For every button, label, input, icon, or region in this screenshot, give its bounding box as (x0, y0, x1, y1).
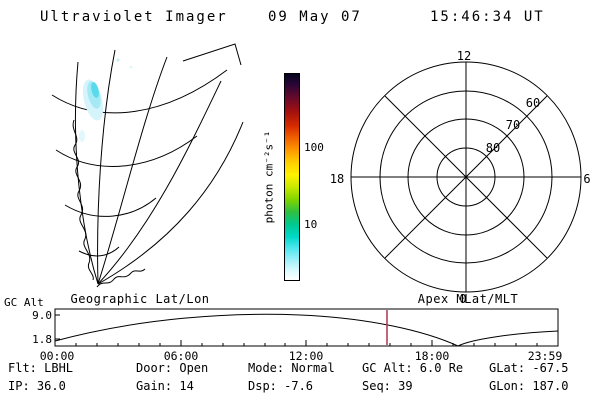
polar-ring-80: 80 (485, 141, 501, 155)
polar-label-0: 0 (459, 292, 467, 306)
colorbar (284, 73, 300, 281)
status-flt: Flt: LBHL (8, 361, 74, 375)
map-limb-line (182, 43, 242, 66)
colorbar-label: photon cm⁻²s⁻¹ (262, 130, 276, 224)
strip-xtick-0000: 00:00 (39, 349, 75, 363)
polar-grid (350, 61, 582, 293)
colorbar-tick-100: 100 (304, 141, 324, 154)
status-seq: Seq: 39 (362, 379, 413, 393)
status-gc-alt: GC Alt: 6.0 Re (362, 361, 464, 375)
strip-ytick-bottom: 1.8 (32, 333, 52, 346)
strip-xtick-1200: 12:00 (288, 349, 324, 363)
polar-label-6: 6 (583, 172, 591, 186)
status-ip: IP: 36.0 (8, 379, 66, 393)
aurora-emission (79, 58, 133, 142)
geo-panel-caption: Geographic Lat/Lon (70, 292, 210, 306)
polar-label-18: 18 (329, 172, 345, 186)
strip-xtick-0600: 06:00 (163, 349, 199, 363)
status-glon: GLon: 187.0 (489, 379, 569, 393)
status-mode: Mode: Normal (248, 361, 335, 375)
status-dsp: Dsp: -7.6 (248, 379, 314, 393)
polar-ring-70: 70 (505, 118, 521, 132)
apex-panel-caption: Apex MLat/MLT (417, 292, 519, 306)
status-glat: GLat: -67.5 (489, 361, 569, 375)
strip-xtick-2359: 23:59 (527, 349, 563, 363)
title-time: 15:46:34 UT (430, 9, 545, 25)
strip-axes (54, 308, 559, 347)
strip-xtick-1800: 18:00 (414, 349, 450, 363)
app-title: Ultraviolet Imager (40, 9, 228, 25)
strip-ytick-top: 9.0 (32, 309, 52, 322)
geo-grid (51, 43, 244, 285)
status-gain: Gain: 14 (136, 379, 194, 393)
colorbar-tick-10: 10 (304, 218, 318, 231)
polar-ring-60: 60 (525, 96, 541, 110)
strip-ylabel: GC Alt (4, 296, 44, 309)
coastline (72, 119, 146, 288)
orbit-curve (54, 313, 559, 347)
title-date: 09 May 07 (268, 9, 362, 25)
polar-label-12: 12 (456, 49, 472, 63)
status-door: Door: Open (136, 361, 209, 375)
